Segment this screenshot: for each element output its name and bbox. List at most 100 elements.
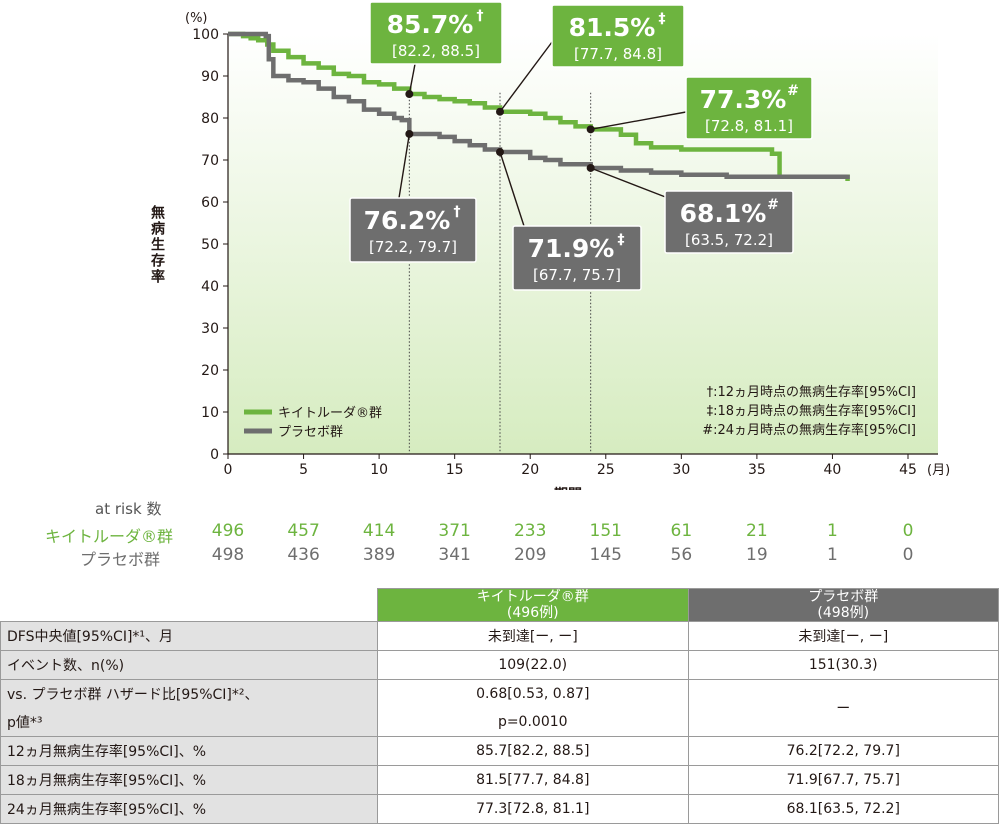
at-risk-value: 0 — [902, 521, 914, 541]
x-tick-label: 25 — [597, 462, 615, 478]
at-risk-section: at risk 数 キイトルーダ®群 プラセボ群 496 457 414 371 233… — [0, 490, 999, 580]
callout-ci: [77.7, 84.8] — [574, 45, 662, 63]
callout-77.3pct: 77.3% # [72.8, 81.1] — [586, 76, 813, 140]
x-tick-label: 30 — [672, 462, 690, 478]
at-risk-value: 21 — [746, 521, 768, 541]
callout-value: 85.7% — [387, 10, 474, 39]
callout-value: 71.9% — [528, 234, 615, 263]
row-label: 24ヵ月無病生存率[95%CI]、% — [0, 794, 378, 824]
table-row: 12ヵ月無病生存率[95%CI]、% 85.7[82.2, 88.5] 76.2… — [0, 736, 999, 766]
y-unit: (%) — [185, 11, 208, 26]
cell-keytruda: 85.7[82.2, 88.5] — [377, 736, 689, 766]
table-corner — [0, 588, 378, 622]
marker-point — [405, 90, 414, 99]
callout-leader — [590, 111, 687, 131]
table-row: 18ヵ月無病生存率[95%CI]、% 81.5[77.7, 84.8] 71.9… — [0, 765, 999, 795]
cell-keytruda: 81.5[77.7, 84.8] — [377, 765, 689, 795]
callout-value: 68.1% — [680, 199, 767, 228]
header-placebo-n: (498例) — [817, 605, 870, 621]
callout-box — [551, 4, 685, 68]
at-risk-value: 496 — [211, 521, 245, 541]
callout-symbol: # — [787, 83, 799, 99]
table-row: 24ヵ月無病生存率[95%CI]、% 77.3[72.8, 81.1] 68.1… — [0, 794, 999, 824]
y-tick-label: 40 — [201, 279, 219, 295]
callout-box — [664, 190, 794, 254]
at-risk-value: 19 — [746, 545, 768, 565]
cell-placebo: 71.9[67.7, 75.7] — [687, 765, 999, 795]
y-tick-label: 0 — [210, 447, 219, 463]
at-risk-value: 436 — [287, 545, 320, 565]
callout-box — [349, 197, 477, 263]
y-tick-label: 30 — [201, 321, 219, 337]
callout-value: 76.2% — [364, 206, 451, 235]
y-tick-label: 90 — [201, 69, 219, 85]
x-unit: (月) — [927, 463, 950, 478]
callout-ci: [82.2, 88.5] — [392, 42, 480, 60]
marker-point — [496, 107, 504, 116]
y-tick-label: 70 — [201, 153, 219, 169]
row-label: DFS中央値[95%CI]*¹、月 — [0, 621, 378, 651]
at-risk-value: 1 — [827, 521, 838, 541]
row-label: 12ヵ月無病生存率[95%CI]、% — [0, 736, 378, 766]
table-row: vs. プラセボ群 ハザード比[95%CI]*²、 0.68[0.53, 0.8… — [0, 679, 999, 737]
header-placebo: プラセボ群 (498例) — [687, 588, 999, 622]
at-risk-value: 61 — [670, 521, 693, 541]
marker-point — [405, 129, 414, 138]
callout-box — [685, 76, 813, 140]
table-row: イベント数、n(%) 109(22.0) 151(30.3) — [0, 650, 999, 680]
callout-symbol: ‡ — [659, 11, 666, 27]
cell-keytruda: 未到達[ー, ー] — [377, 621, 689, 651]
cell-placebo: 未到達[ー, ー] — [687, 621, 999, 651]
at-risk-value: 209 — [513, 545, 547, 565]
callout-symbol: † — [477, 8, 484, 24]
callout-value: 77.3% — [700, 85, 787, 114]
at-risk-label-placebo: プラセボ群 — [80, 550, 161, 569]
row-label: イベント数、n(%) — [0, 650, 378, 680]
x-tick-label: 0 — [224, 462, 233, 478]
footnote: #:24ヵ月時点の無病生存率[95%CI] — [702, 422, 916, 438]
callout-value: 81.5% — [569, 13, 656, 42]
y-tick-label: 10 — [201, 405, 219, 421]
callout-leader — [499, 37, 556, 113]
callout-leader — [499, 151, 525, 227]
callout-symbol: ‡ — [618, 232, 625, 248]
dfs-chart: 0 10 20 30 40 50 60 70 80 90 100 0 5 10 15 20 25 30 35 40 45… — [149, 1, 950, 490]
cell-keytruda: 77.3[72.8, 81.1] — [377, 794, 689, 824]
cell-placebo: 151(30.3) — [687, 650, 999, 680]
results-table: キイトルーダ®群 (496例) プラセボ群 (498例) DFS中央値[95%CI]… — [0, 588, 999, 824]
header-placebo-name: プラセボ群 — [808, 589, 879, 605]
row-label: 18ヵ月無病生存率[95%CI]、% — [0, 765, 378, 795]
callout-76.2pct: 76.2% † [72.2, 79.7] — [349, 129, 477, 263]
cell-keytruda: p=0.0010 — [377, 708, 689, 737]
y-tick-label: 60 — [201, 195, 219, 211]
row-label: vs. プラセボ群 ハザード比[95%CI]*²、 — [0, 679, 378, 708]
marker-point — [586, 125, 595, 134]
x-tick-label: 15 — [446, 462, 464, 478]
x-tick-label: 45 — [899, 462, 917, 478]
at-risk-value: 145 — [589, 545, 622, 565]
at-risk-value: 498 — [211, 545, 245, 565]
footnote: †:12ヵ月時点の無病生存率[95%CI] — [707, 384, 916, 400]
callout-ci: [72.8, 81.1] — [705, 117, 793, 135]
callout-leader — [408, 63, 416, 95]
at-risk-value: 371 — [438, 521, 471, 541]
callout-symbol: † — [454, 204, 461, 220]
at-risk-value: 151 — [589, 521, 622, 541]
at-risk-value: 457 — [287, 521, 320, 541]
callout-71.9pct: 71.9% ‡ [67.7, 75.7] — [496, 148, 642, 291]
legend-label: キイトルーダ®群 — [278, 406, 382, 421]
cell-placebo: ー — [687, 679, 999, 737]
marker-point — [496, 148, 504, 157]
x-tick-label: 20 — [521, 462, 539, 478]
at-risk-title: at risk 数 — [95, 500, 162, 518]
marker-point — [586, 163, 595, 172]
y-axis-label: 無病生存率 — [149, 204, 165, 285]
at-risk-value: 56 — [670, 545, 693, 565]
cell-placebo: 76.2[72.2, 79.7] — [687, 736, 999, 766]
table-row: DFS中央値[95%CI]*¹、月 未到達[ー, ー] 未到達[ー, ー] — [0, 621, 999, 651]
callout-symbol: # — [767, 197, 779, 213]
callout-81.5pct: 81.5% ‡ [77.7, 84.8] — [496, 4, 685, 116]
series-line-placebo — [228, 31, 850, 180]
y-tick-label: 100 — [192, 27, 219, 43]
at-risk-value: 341 — [438, 545, 471, 565]
